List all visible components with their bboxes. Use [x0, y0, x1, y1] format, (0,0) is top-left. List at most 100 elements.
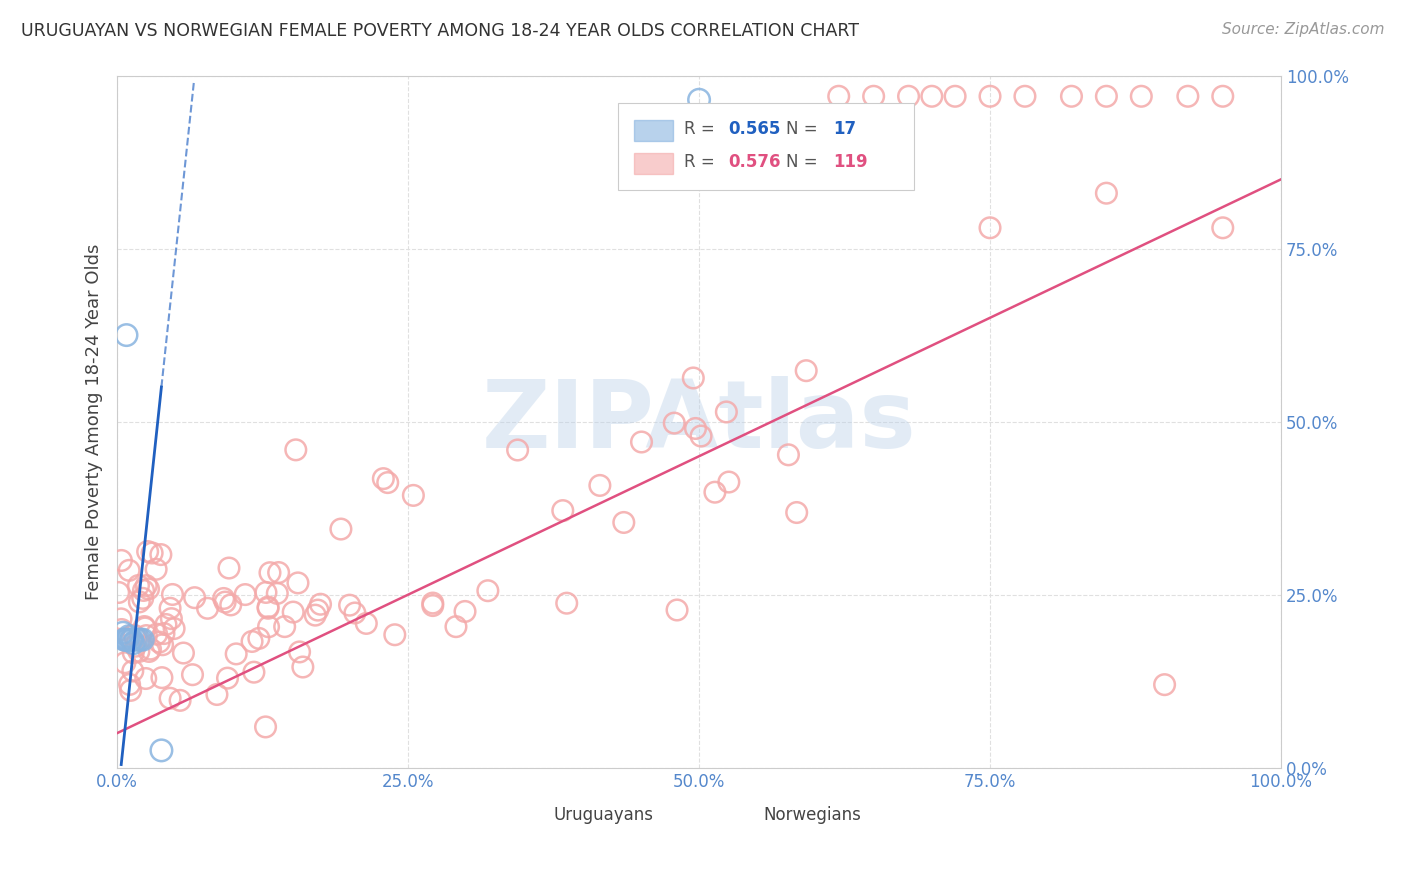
- Point: [118, 629, 141, 643]
- Point: [110, 553, 132, 567]
- Point: [107, 585, 129, 599]
- Point: [169, 693, 191, 707]
- Point: [148, 635, 170, 649]
- Point: [159, 601, 181, 615]
- Point: [688, 93, 710, 107]
- Point: [138, 582, 160, 596]
- Point: [121, 664, 143, 678]
- Point: [183, 591, 205, 605]
- Point: [120, 632, 142, 647]
- Point: [117, 632, 139, 647]
- Point: [225, 647, 247, 661]
- Point: [979, 89, 1001, 103]
- Point: [122, 646, 145, 660]
- Text: 0.576: 0.576: [728, 153, 780, 171]
- Point: [163, 622, 186, 636]
- Point: [257, 601, 280, 615]
- Point: [217, 671, 239, 685]
- Text: R =: R =: [683, 153, 720, 171]
- Point: [897, 89, 920, 103]
- Point: [214, 595, 236, 609]
- Point: [356, 616, 378, 631]
- Point: [1014, 89, 1036, 103]
- Point: [145, 562, 167, 576]
- Point: [128, 595, 150, 609]
- Text: 17: 17: [832, 120, 856, 138]
- Point: [138, 644, 160, 658]
- Point: [233, 588, 256, 602]
- Point: [115, 632, 138, 647]
- Point: [135, 672, 157, 686]
- Point: [685, 421, 707, 435]
- Point: [111, 625, 134, 640]
- Text: ZIPAtlas: ZIPAtlas: [482, 376, 917, 467]
- Point: [128, 644, 150, 658]
- Point: [172, 646, 194, 660]
- Point: [118, 632, 141, 647]
- Point: [159, 691, 181, 706]
- Point: [716, 405, 738, 419]
- Point: [118, 563, 141, 577]
- Point: [682, 371, 704, 385]
- Point: [153, 626, 176, 640]
- Point: [307, 603, 329, 617]
- Point: [240, 634, 263, 648]
- Point: [134, 621, 156, 635]
- Point: [291, 660, 314, 674]
- Point: [1153, 678, 1175, 692]
- Point: [243, 665, 266, 680]
- Point: [267, 566, 290, 580]
- Point: [134, 619, 156, 633]
- Point: [329, 522, 352, 536]
- Point: [218, 561, 240, 575]
- Point: [287, 575, 309, 590]
- Point: [283, 605, 305, 619]
- Point: [551, 503, 574, 517]
- Point: [1212, 220, 1234, 235]
- FancyBboxPatch shape: [501, 800, 543, 817]
- Point: [339, 598, 361, 612]
- Point: [690, 429, 713, 443]
- Point: [155, 617, 177, 632]
- Point: [160, 612, 183, 626]
- Text: N =: N =: [786, 120, 824, 138]
- Text: Norwegians: Norwegians: [763, 805, 860, 824]
- Point: [136, 544, 159, 558]
- Point: [205, 688, 228, 702]
- Point: [125, 632, 148, 647]
- Point: [589, 478, 612, 492]
- Point: [212, 591, 235, 606]
- Point: [135, 629, 157, 643]
- Point: [150, 671, 173, 685]
- Point: [127, 578, 149, 592]
- Y-axis label: Female Poverty Among 18-24 Year Olds: Female Poverty Among 18-24 Year Olds: [86, 244, 103, 599]
- Point: [131, 591, 153, 606]
- Point: [384, 628, 406, 642]
- Point: [114, 632, 136, 647]
- Point: [304, 608, 326, 623]
- FancyBboxPatch shape: [617, 103, 914, 190]
- Point: [141, 546, 163, 560]
- Point: [828, 89, 851, 103]
- Point: [664, 416, 686, 430]
- Point: [454, 604, 477, 618]
- Point: [152, 638, 174, 652]
- Point: [247, 632, 270, 646]
- Point: [120, 683, 142, 698]
- Point: [112, 632, 135, 647]
- Point: [422, 599, 444, 613]
- Point: [118, 677, 141, 691]
- Point: [266, 586, 288, 600]
- Point: [373, 472, 395, 486]
- Point: [254, 585, 277, 599]
- Point: [786, 506, 808, 520]
- Point: [132, 583, 155, 598]
- Point: [555, 596, 578, 610]
- Text: R =: R =: [683, 120, 720, 138]
- Point: [145, 627, 167, 641]
- Point: [124, 639, 146, 653]
- Point: [114, 656, 136, 670]
- Point: [1095, 186, 1118, 201]
- Point: [135, 579, 157, 593]
- Point: [1060, 89, 1083, 103]
